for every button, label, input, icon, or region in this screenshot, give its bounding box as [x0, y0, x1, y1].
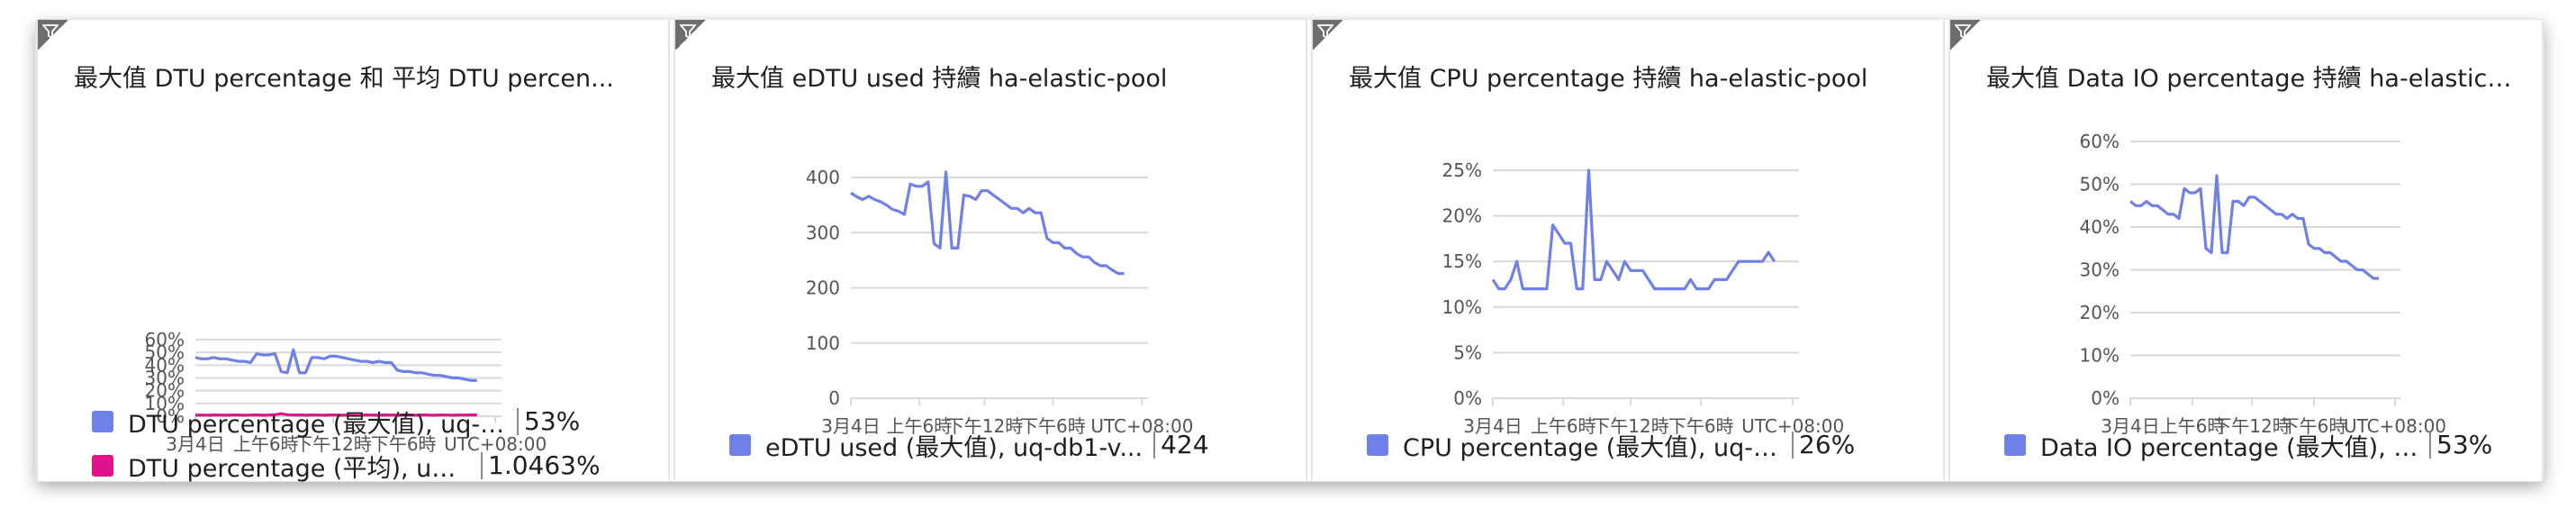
- y-tick-label: 60%: [2080, 131, 2120, 152]
- legend-swatch: [2004, 434, 2026, 456]
- legend-swatch: [92, 411, 113, 432]
- series-line: [1491, 168, 1776, 291]
- y-tick-label: 300: [806, 222, 840, 243]
- legend-label: DTU percentage (最大值), uq-d...: [128, 410, 506, 439]
- tile-title[interactable]: 最大值 eDTU used 持續 ha-elastic-pool: [711, 65, 1168, 93]
- line-chart: 0%10%20%30%40%50%60% 3月4日上午6時下午12時下午6時 UTC…: [145, 329, 547, 455]
- y-tick-label: 400: [806, 167, 840, 188]
- legend-label: CPU percentage (最大值), uq-d...: [1403, 433, 1781, 462]
- y-tick-label: 40%: [2080, 216, 2120, 238]
- y-tick-label: 25%: [1442, 159, 1482, 181]
- legend-item[interactable]: eDTU used (最大值), uq-db1-v... 424: [729, 427, 1209, 463]
- y-tick-label: 0%: [156, 405, 185, 427]
- y-tick-label: 0: [828, 387, 840, 409]
- y-tick-label: 5%: [1453, 341, 1482, 363]
- x-tick-label: 3月4日: [1463, 415, 1522, 437]
- filter-corner[interactable]: [1950, 20, 1981, 50]
- y-tick-label: 20%: [2080, 302, 2120, 323]
- y-tick-label: 10%: [2080, 345, 2120, 367]
- tile-title[interactable]: 最大值 CPU percentage 持續 ha-elastic-pool: [1349, 65, 1868, 93]
- x-tick-label: 下午12時: [2213, 415, 2290, 437]
- legend-label: Data IO percentage (最大值), u...: [2040, 433, 2418, 462]
- y-tick-label: 50%: [2080, 174, 2120, 195]
- y-tick-label: 15%: [1442, 250, 1482, 272]
- x-tick-label: 下午12時: [946, 415, 1023, 437]
- legend-swatch: [1367, 434, 1388, 456]
- x-tick-label: 下午6時: [1020, 415, 1086, 437]
- line-chart: 0%10%20%30%40%50%60%3月4日上午6時下午12時下午6時UTC…: [2080, 131, 2446, 437]
- chart-tile-data-io[interactable]: 最大值 Data IO percentage 持續 ha-elastic-...…: [1948, 20, 2544, 481]
- legend-value: 53%: [2429, 432, 2492, 459]
- legend-item[interactable]: CPU percentage (最大值), uq-d... 26%: [1367, 427, 1855, 463]
- y-tick-label: 40%: [145, 354, 185, 376]
- legend-label: eDTU used (最大值), uq-db1-v...: [765, 433, 1143, 462]
- filter-icon[interactable]: [42, 23, 59, 40]
- x-tick-label: 3月4日: [821, 415, 880, 437]
- legend-item[interactable]: DTU percentage (最大值), uq-d... 53%: [92, 404, 580, 440]
- tile-title[interactable]: 最大值 DTU percentage 和 平均 DTU percen...: [74, 65, 614, 93]
- chart-tile-dtu[interactable]: 最大值 DTU percentage 和 平均 DTU percen... 0%…: [36, 20, 670, 484]
- legend-swatch: [92, 455, 113, 477]
- x-tick-label: 下午6時: [1668, 415, 1734, 437]
- filter-corner[interactable]: [1313, 20, 1343, 50]
- filter-corner[interactable]: [675, 20, 706, 50]
- x-tick-label: 下午12時: [294, 433, 371, 455]
- series-line: [850, 170, 1125, 276]
- legend-value: 53%: [517, 408, 580, 435]
- y-tick-label: 50%: [145, 341, 185, 363]
- filter-icon[interactable]: [1955, 23, 1971, 40]
- chart-tile-cpu[interactable]: 最大值 CPU percentage 持續 ha-elastic-pool 0%…: [1311, 20, 1945, 481]
- y-tick-label: 60%: [145, 329, 185, 350]
- legend-label: DTU percentage (平均), uq-...: [128, 454, 470, 483]
- x-tick-label: UTC+08:00: [444, 433, 547, 455]
- x-tick-label: 下午12時: [1592, 415, 1668, 437]
- y-tick-label: 0%: [1453, 387, 1482, 409]
- x-tick-label: 上午6時: [2160, 415, 2226, 437]
- x-tick-label: 3月4日: [166, 433, 224, 455]
- y-tick-label: 30%: [145, 368, 185, 389]
- legend-value: 26%: [1792, 432, 1855, 459]
- x-tick-label: 上午6時: [233, 433, 299, 455]
- y-tick-label: 10%: [1442, 296, 1482, 318]
- x-tick-label: 上午6時: [1531, 415, 1596, 437]
- chart-tile-edtu[interactable]: 最大值 eDTU used 持續 ha-elastic-pool 0 100 200…: [673, 20, 1307, 481]
- legend-swatch: [729, 434, 751, 456]
- filter-corner[interactable]: [38, 20, 68, 50]
- x-tick-label: 下午6時: [371, 433, 437, 455]
- x-tick-label: 上午6時: [887, 415, 953, 437]
- y-tick-label: 30%: [2080, 259, 2120, 281]
- x-tick-label: 下午6時: [2282, 415, 2347, 437]
- legend-value: 1.0463%: [481, 452, 601, 479]
- series-line: [194, 412, 477, 417]
- legend-item[interactable]: Data IO percentage (最大值), u... 53%: [2004, 427, 2492, 463]
- filter-icon[interactable]: [1317, 23, 1333, 40]
- y-tick-label: 10%: [145, 393, 185, 414]
- legend-item[interactable]: DTU percentage (平均), uq-... 1.0463%: [92, 448, 601, 484]
- y-tick-label: 200: [806, 277, 840, 299]
- x-tick-label: UTC+08:00: [1090, 415, 1193, 437]
- y-tick-label: 20%: [145, 380, 185, 402]
- series-line: [2129, 174, 2379, 280]
- filter-icon[interactable]: [680, 23, 696, 40]
- tile-title[interactable]: 最大值 Data IO percentage 持續 ha-elastic-...: [1986, 65, 2517, 93]
- y-tick-label: 20%: [1442, 205, 1482, 227]
- y-tick-label: 100: [806, 332, 840, 354]
- series-line: [194, 348, 477, 382]
- x-tick-label: 3月4日: [2101, 415, 2159, 437]
- legend-value: 424: [1153, 432, 1209, 459]
- y-tick-label: 0%: [2091, 387, 2120, 409]
